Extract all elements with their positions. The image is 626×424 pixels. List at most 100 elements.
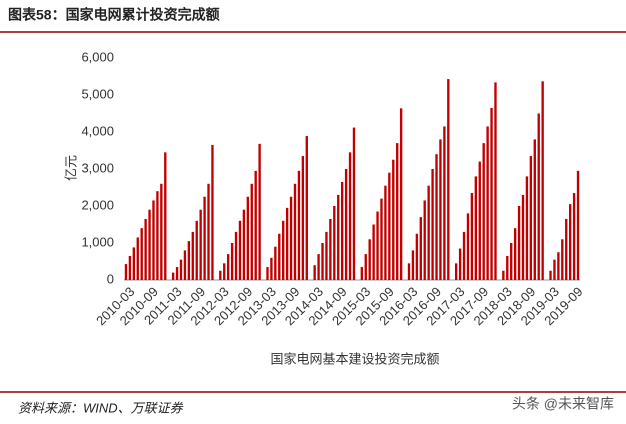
bar <box>250 183 253 280</box>
bar <box>490 107 493 280</box>
bar <box>364 254 367 280</box>
bar <box>435 154 438 280</box>
bar <box>565 218 568 280</box>
bar <box>207 183 210 280</box>
bar <box>156 191 159 280</box>
bar <box>411 250 415 280</box>
watermark: 头条 @未来智库 <box>512 396 614 412</box>
bar <box>219 270 222 280</box>
y-tick-label: 5,000 <box>81 86 114 101</box>
bar <box>396 143 399 280</box>
bar <box>513 228 517 280</box>
bar <box>478 161 481 280</box>
bar <box>572 193 576 280</box>
bar <box>415 233 419 280</box>
bar <box>423 200 426 280</box>
bar <box>494 82 497 280</box>
bar <box>278 233 281 280</box>
y-tick-label: 0 <box>107 271 114 286</box>
bar <box>246 196 250 280</box>
bar <box>510 243 513 280</box>
y-axis-label: 亿元 <box>63 155 78 181</box>
bar <box>195 220 198 280</box>
bar <box>419 217 422 280</box>
bar <box>132 247 136 280</box>
bar <box>576 170 580 280</box>
bar <box>568 204 572 280</box>
bar <box>254 170 257 280</box>
x-axis-label: 国家电网基本建设投资完成额 <box>270 351 439 366</box>
bar <box>199 209 202 280</box>
bar <box>140 228 143 280</box>
bar <box>466 213 470 280</box>
bar <box>557 252 560 280</box>
bar <box>226 254 230 280</box>
bar <box>529 156 533 280</box>
bar <box>368 239 371 280</box>
bar <box>144 218 147 280</box>
bar <box>399 108 403 280</box>
bar <box>388 172 391 280</box>
bar <box>533 139 536 280</box>
bar <box>333 206 336 280</box>
bar <box>553 259 556 280</box>
bar <box>439 139 442 280</box>
bar <box>187 241 191 280</box>
bar <box>183 250 187 280</box>
bar <box>407 263 411 280</box>
bar <box>458 248 462 280</box>
bar <box>329 218 332 280</box>
bar <box>293 183 297 280</box>
bar <box>274 246 277 280</box>
bar <box>443 126 446 280</box>
bar <box>561 239 564 280</box>
bar <box>380 198 383 280</box>
bar <box>348 152 352 280</box>
bar <box>160 183 163 280</box>
bar <box>313 265 316 280</box>
bar <box>266 267 269 280</box>
bar <box>317 254 320 280</box>
y-tick-label: 1,000 <box>81 234 114 249</box>
bar <box>301 156 305 280</box>
bar <box>258 143 261 280</box>
bar <box>282 220 285 280</box>
bar <box>270 257 273 280</box>
bar <box>191 231 194 280</box>
bar <box>238 220 242 280</box>
bar <box>297 170 301 280</box>
bar <box>171 272 175 280</box>
bar <box>344 169 348 280</box>
bar <box>211 144 214 280</box>
bar <box>285 207 289 280</box>
bar <box>175 267 179 280</box>
bar <box>305 136 308 280</box>
chart-title: 图表58：国家电网累计投资完成额 <box>8 7 220 23</box>
bar <box>517 206 521 280</box>
bar <box>482 143 485 280</box>
bar <box>230 243 234 280</box>
bar <box>128 255 132 280</box>
bar <box>321 243 324 280</box>
bar <box>234 231 238 280</box>
bar <box>537 113 540 280</box>
bar <box>541 81 544 280</box>
y-tick-label: 6,000 <box>81 49 114 64</box>
bar <box>384 185 387 280</box>
bar <box>454 263 458 280</box>
bar <box>447 79 450 280</box>
bar <box>340 181 344 280</box>
bar <box>372 224 375 280</box>
bar <box>179 259 183 280</box>
bar <box>289 196 293 280</box>
bar <box>164 152 167 280</box>
bar <box>470 193 474 280</box>
bar <box>521 194 525 280</box>
y-tick-label: 4,000 <box>81 123 114 138</box>
bar <box>242 209 246 280</box>
bar <box>506 255 509 280</box>
bar <box>360 267 364 280</box>
bar <box>124 264 128 280</box>
bar <box>223 263 226 280</box>
